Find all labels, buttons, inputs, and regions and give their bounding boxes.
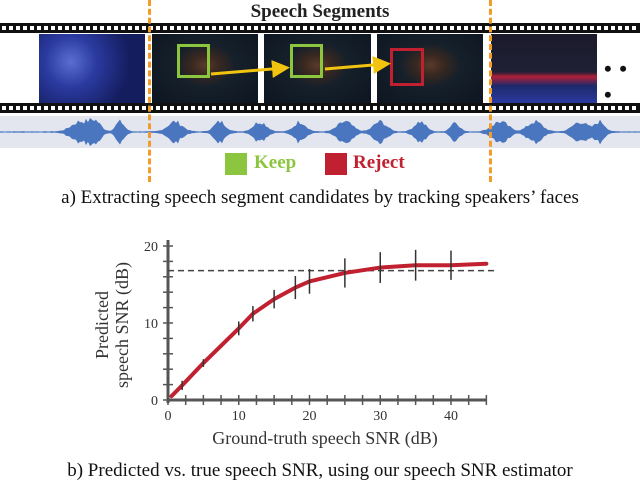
legend-reject-label: Reject xyxy=(353,152,405,173)
speech-segments-title: Speech Segments xyxy=(250,1,390,22)
x-tick-label: 20 xyxy=(303,409,317,424)
track-arrow-2 xyxy=(324,56,391,74)
x-axis-label: Ground-truth speech SNR (dB) xyxy=(212,428,437,449)
filmstrip-bottom-edge xyxy=(0,103,640,113)
caption-a: a) Extracting speech segment candidates … xyxy=(61,187,579,208)
face-box-reject xyxy=(390,48,424,86)
video-frame-speaker-3 xyxy=(377,34,483,103)
legend-keep-label: Keep xyxy=(254,152,297,173)
x-tick-label: 40 xyxy=(444,409,458,424)
video-frame-speaker-1 xyxy=(152,34,258,103)
legend-reject-swatch xyxy=(325,153,347,175)
y-tick-label: 0 xyxy=(151,394,158,409)
snr-chart: 0 10 20 30 40 0 10 20 Predicted speech SNR (dB)… xyxy=(92,240,497,449)
x-tick-label: 10 xyxy=(232,409,246,424)
more-frames-ellipsis: • • • xyxy=(604,56,628,107)
audio-waveform xyxy=(0,116,640,148)
y-axis-label-line2: speech SNR (dB) xyxy=(112,262,133,388)
y-axis-label-line1: Predicted xyxy=(92,291,112,359)
y-tick-label: 20 xyxy=(144,240,158,255)
track-arrow-1 xyxy=(210,60,290,78)
y-tick-label: 10 xyxy=(144,317,158,332)
face-box-keep xyxy=(177,44,210,78)
filmstrip-top-edge xyxy=(0,23,640,33)
legend-keep-swatch xyxy=(225,153,247,175)
video-frame-stage xyxy=(491,34,597,103)
predicted-snr-line xyxy=(169,261,489,399)
x-tick-label: 0 xyxy=(165,409,172,424)
video-frame-audience xyxy=(39,34,145,103)
x-tick-label: 30 xyxy=(373,409,387,424)
caption-b: b) Predicted vs. true speech SNR, using … xyxy=(67,460,573,481)
segment-boundary-end xyxy=(489,0,492,182)
segment-boundary-start xyxy=(148,0,151,182)
tracking-arrows xyxy=(210,56,391,78)
face-box-keep xyxy=(290,44,323,78)
